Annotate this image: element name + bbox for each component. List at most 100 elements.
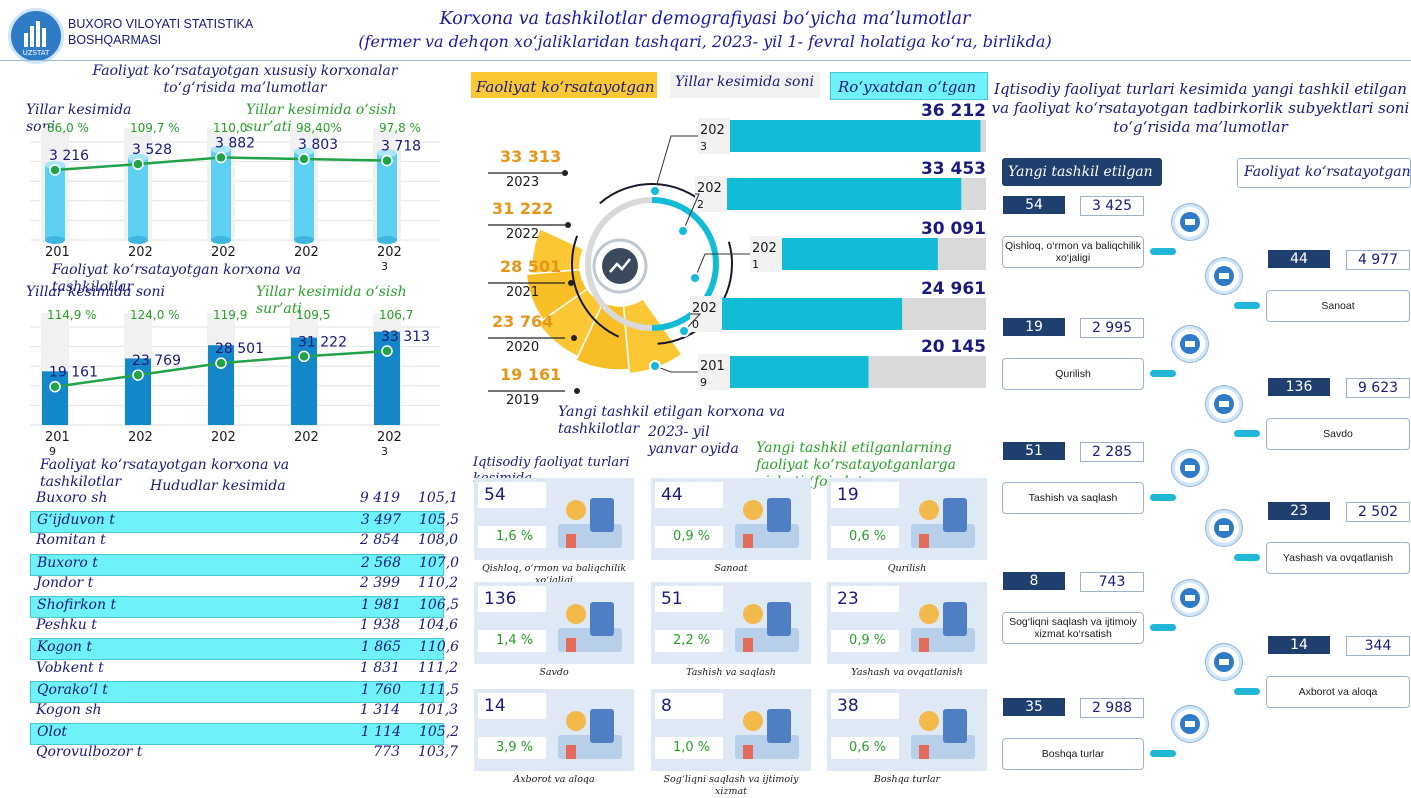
region-pct: 111,2 <box>418 659 459 676</box>
growth-point <box>132 369 144 381</box>
registered-value-label: 30 091 <box>921 219 986 239</box>
registered-bar <box>780 238 938 270</box>
registered-year-suffix: 9 <box>700 376 707 389</box>
card-count: 44 <box>655 482 723 508</box>
growth-label: 109,5 <box>296 308 330 322</box>
growth-label: 110,0 <box>213 121 247 135</box>
active-count: 9 623 <box>1346 378 1410 398</box>
activity-label: Sog‘liqni saqlash va ijtimoiy xizmat ko‘… <box>1002 612 1144 644</box>
region-row: Kogon sh 1 314 101,3 <box>30 702 458 722</box>
card-count: 19 <box>831 482 899 508</box>
year-tick-suffix: 9 <box>49 445 56 458</box>
year-tick-suffix: 3 <box>381 260 388 273</box>
ring-dark <box>571 183 733 345</box>
bar <box>211 149 231 240</box>
connector-bar <box>1234 430 1260 437</box>
region-name: Peshku t <box>36 617 97 634</box>
connector-dot <box>649 360 661 372</box>
region-value: 3 497 <box>360 512 401 529</box>
years-label-box <box>670 72 820 98</box>
bar-value-label: 3 882 <box>215 136 255 152</box>
right-section-title: Iqtisodiy faoliyat turlari kesimida yang… <box>991 80 1410 136</box>
uzstat-logo: UZSTAT <box>8 8 64 64</box>
chart2-title: Faoliyat ko‘rsatayotgan korxona va tashk… <box>52 262 302 295</box>
sector-card: 38 0,6 % <box>827 689 987 771</box>
sector-illustration-icon <box>729 695 805 765</box>
region-pct: 105,5 <box>419 512 460 529</box>
active-count: 4 977 <box>1346 250 1410 270</box>
bar-value-label: 31 222 <box>298 334 347 350</box>
card-percent: 1,6 % <box>478 526 546 548</box>
card-percent: 0,9 % <box>831 630 899 652</box>
year-chip <box>750 236 782 272</box>
region-row: Romitan t 2 854 108,0 <box>30 532 458 552</box>
year-tick-label: 202 <box>294 430 319 445</box>
region-value: 1 314 <box>359 702 400 718</box>
active-year-label: 2020 <box>506 340 539 355</box>
cart-icon <box>1206 386 1242 422</box>
card-count: 8 <box>655 693 723 719</box>
new-section-title: Yangi tashkil etilgan korxona va tashkil… <box>558 404 786 437</box>
region-value: 2 568 <box>360 554 401 571</box>
region-value: 9 419 <box>359 490 400 506</box>
connector-bar <box>1150 750 1176 757</box>
active-value-label: 19 161 <box>500 365 561 384</box>
registered-year-label: 201 <box>700 359 725 374</box>
registered-label-box <box>830 72 988 100</box>
region-row: Qorako‘l t 1 760 111,5 <box>30 680 459 703</box>
region-name: Kogon sh <box>36 702 102 718</box>
year-chip <box>698 354 730 390</box>
year-tick-label: 202 <box>377 245 402 260</box>
crane-icon <box>1172 326 1208 362</box>
org-name: BUXORO VILOYATI STATISTIKA BOSHQARMASI <box>68 16 253 48</box>
card-percent: 1,4 % <box>478 630 546 652</box>
bar-value-label: 19 161 <box>49 365 98 381</box>
region-row: Buxoro t 2 568 107,0 <box>30 553 459 576</box>
card-percent: 2,2 % <box>655 630 723 652</box>
card-count: 14 <box>478 693 546 719</box>
bar <box>45 164 65 240</box>
active-label: Faoliyat ko‘rsatayotgan <box>476 78 655 96</box>
activity-label: Axborot va aloqa <box>1266 676 1410 708</box>
region-pct: 107,0 <box>419 554 460 571</box>
active-count: 2 285 <box>1080 442 1144 462</box>
registered-year-label: 202 <box>752 241 777 256</box>
growth-point <box>132 158 144 170</box>
card-label: Sog‘liqni saqlash va ijtimoiy xizmat <box>663 774 799 797</box>
year-tick-label: 202 <box>294 245 319 260</box>
year-tick-label: 201 <box>45 430 70 445</box>
new-count: 23 <box>1268 502 1330 520</box>
growth-label: 106,7 <box>379 308 413 322</box>
connector-dot <box>649 185 661 197</box>
region-name: Kogon t <box>37 639 92 656</box>
year-tick-suffix: 3 <box>381 445 388 458</box>
region-row: Vobkent t 1 831 111,2 <box>30 660 458 680</box>
sector-card: 23 0,9 % <box>827 582 987 664</box>
card-percent: 1,0 % <box>655 737 723 759</box>
tab-new-label: Yangi tashkil etilgan <box>1008 164 1153 180</box>
region-name: Shofirkon t <box>37 597 117 613</box>
active-count: 743 <box>1080 572 1144 592</box>
region-pct: 106,5 <box>419 597 460 613</box>
new-count: 51 <box>1003 442 1065 460</box>
sector-card: 8 1,0 % <box>651 689 811 771</box>
region-name: Qorako‘l t <box>37 681 108 698</box>
year-tick-label: 201 <box>45 245 70 260</box>
sector-illustration-icon <box>905 695 981 765</box>
region-value: 2 399 <box>359 574 400 591</box>
sector-illustration-icon <box>729 588 805 658</box>
active-year-label: 2022 <box>506 227 539 242</box>
card-label: Axborot va aloqa <box>513 774 595 785</box>
registered-year-suffix: 3 <box>700 140 707 153</box>
new-count: 14 <box>1268 636 1330 654</box>
registered-label: Ro‘yxatdan o‘tgan <box>838 78 977 96</box>
page-title: Korxona va tashkilotlar demografiyasi bo… <box>439 9 971 29</box>
tab-active-label: Faoliyat ko‘rsatayotgan <box>1244 164 1410 180</box>
regions-subtitle: Hududlar kesimida <box>150 478 286 494</box>
bar-cap <box>377 149 397 158</box>
region-value: 1 938 <box>359 617 400 634</box>
region-pct: 103,7 <box>418 744 459 761</box>
active-value-label: 23 764 <box>492 312 553 331</box>
activity-label: Boshqa turlar <box>1002 738 1144 770</box>
